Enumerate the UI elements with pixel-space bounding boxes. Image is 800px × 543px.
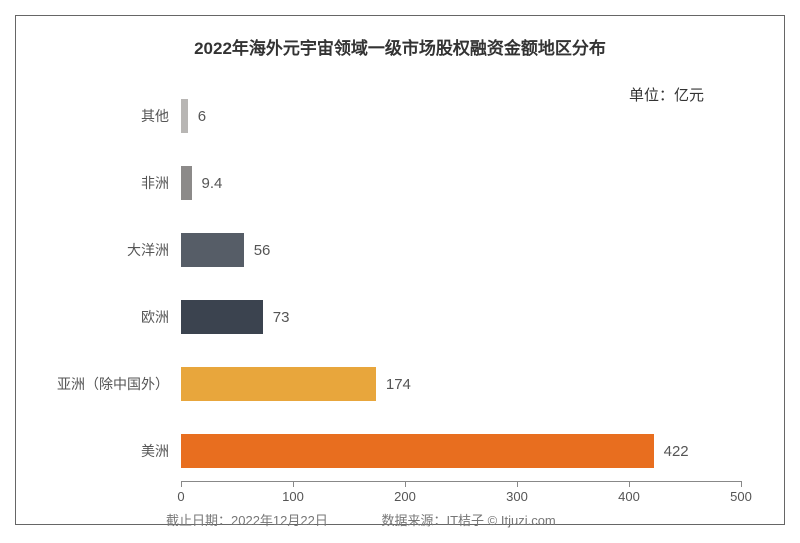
bar-row: 亚洲（除中国外）174 <box>181 367 741 401</box>
bar-row: 非洲9.4 <box>181 166 741 200</box>
x-tick-label: 100 <box>282 489 304 504</box>
x-tick: 300 <box>517 481 518 487</box>
x-tick: 400 <box>629 481 630 487</box>
bar <box>181 367 376 401</box>
bar <box>181 434 654 468</box>
plot-area: 其他6 非洲9.4 大洋洲56 欧洲73 亚洲（除中国外）174 美洲422 <box>181 81 741 481</box>
x-tick: 200 <box>405 481 406 487</box>
bar-row: 其他6 <box>181 99 741 133</box>
x-tick: 100 <box>293 481 294 487</box>
source-label: 数据来源： <box>381 510 446 529</box>
bar-category-label: 大洋洲 <box>127 240 181 260</box>
cutoff-date: 2022年12月22日 <box>231 510 328 529</box>
bar-row: 欧洲73 <box>181 300 741 334</box>
bar <box>181 233 244 267</box>
cutoff-label: 截止日期： <box>166 510 231 529</box>
bar-value-label: 73 <box>263 309 290 326</box>
x-tick: 0 <box>181 481 182 487</box>
x-tick-label: 400 <box>618 489 640 504</box>
x-tick-label: 300 <box>506 489 528 504</box>
bar <box>181 300 263 334</box>
bar-category-label: 其他 <box>141 106 181 126</box>
x-tick: 500 <box>741 481 742 487</box>
chart-footer: 截止日期：2022年12月22日 数据来源：IT桔子 © Itjuzi.com <box>166 510 556 529</box>
bar-value-label: 174 <box>376 376 411 393</box>
chart-container: 2022年海外元宇宙领域一级市场股权融资金额地区分布 单位：亿元 其他6非洲9.… <box>15 15 785 525</box>
x-tick-label: 0 <box>177 489 184 504</box>
bar-category-label: 非洲 <box>141 173 181 193</box>
bar-value-label: 422 <box>654 443 689 460</box>
source-name: IT桔子 © Itjuzi.com <box>447 510 556 529</box>
bar-category-label: 亚洲（除中国外） <box>57 374 181 394</box>
chart-title: 2022年海外元宇宙领域一级市场股权融资金额地区分布 <box>16 16 784 59</box>
x-tick-label: 500 <box>730 489 752 504</box>
x-tick-label: 200 <box>394 489 416 504</box>
bar-category-label: 欧洲 <box>141 307 181 327</box>
bars-group: 其他6 非洲9.4 大洋洲56 欧洲73 亚洲（除中国外）174 美洲422 <box>181 81 741 481</box>
bar-row: 大洋洲56 <box>181 233 741 267</box>
bar-value-label: 56 <box>244 242 271 259</box>
x-axis-line <box>181 481 741 482</box>
bar-category-label: 美洲 <box>141 441 181 461</box>
bar-row: 美洲422 <box>181 434 741 468</box>
bar-value-label: 9.4 <box>192 175 223 192</box>
bar-value-label: 6 <box>188 108 206 125</box>
bar <box>181 99 188 133</box>
bar <box>181 166 192 200</box>
